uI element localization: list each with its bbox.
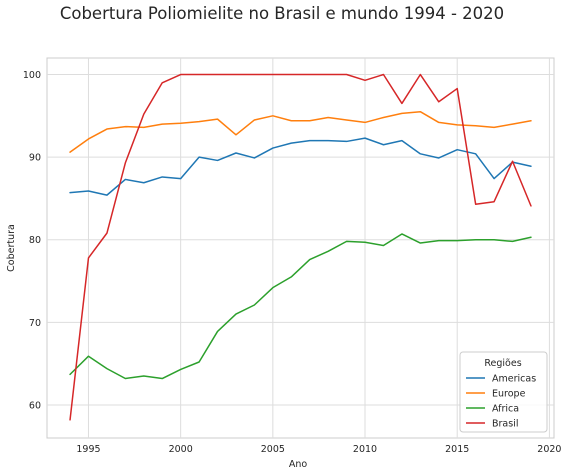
legend: Regiões Americas Europe Africa Brasil <box>459 351 548 433</box>
x-tick: 2020 <box>537 444 561 455</box>
legend-label: Europe <box>492 389 526 400</box>
y-tick: 80 <box>29 235 41 246</box>
y-tick-label: 70 <box>29 318 41 329</box>
y-tick: 100 <box>23 70 41 81</box>
y-tick-label: 80 <box>29 235 41 246</box>
y-tick: 60 <box>29 400 41 411</box>
series-line-europe <box>69 110 532 153</box>
x-tick: 2005 <box>261 444 285 455</box>
x-tick: 1995 <box>76 444 100 455</box>
series-lines <box>69 73 532 421</box>
y-tick-label: 100 <box>23 70 41 81</box>
x-tick-label: 2000 <box>169 444 193 455</box>
series-line-africa <box>69 233 532 380</box>
x-tick: 2000 <box>169 444 193 455</box>
x-tick-label: 2020 <box>537 444 561 455</box>
y-tick: 70 <box>29 318 41 329</box>
x-tick: 2015 <box>445 444 469 455</box>
x-tick-label: 2010 <box>353 444 377 455</box>
x-axis-ticks: 1995 2000 2005 2010 2015 2020 <box>76 444 561 455</box>
y-tick: 90 <box>29 153 41 164</box>
legend-title: Regiões <box>484 358 521 369</box>
series-line-brasil <box>69 73 532 421</box>
x-tick-label: 2015 <box>445 444 469 455</box>
x-tick: 2010 <box>353 444 377 455</box>
y-axis-ticks: 60 70 80 90 100 <box>23 70 41 411</box>
chart-title: Cobertura Poliomielite no Brasil e mundo… <box>59 4 505 23</box>
x-axis-label: Ano <box>289 459 308 470</box>
x-tick-label: 1995 <box>76 444 100 455</box>
legend-item-africa: Africa <box>466 404 519 415</box>
legend-label: Brasil <box>492 419 518 430</box>
series-line-americas <box>69 137 532 196</box>
legend-label: Americas <box>492 374 536 385</box>
legend-item-americas: Americas <box>466 374 536 385</box>
x-tick-label: 2005 <box>261 444 285 455</box>
legend-label: Africa <box>492 404 519 415</box>
legend-item-brasil: Brasil <box>466 419 518 430</box>
legend-item-europe: Europe <box>466 389 526 400</box>
legend-box <box>459 351 548 433</box>
y-tick-label: 90 <box>29 153 41 164</box>
y-tick-label: 60 <box>29 400 41 411</box>
y-axis-label: Cobertura <box>6 224 17 272</box>
